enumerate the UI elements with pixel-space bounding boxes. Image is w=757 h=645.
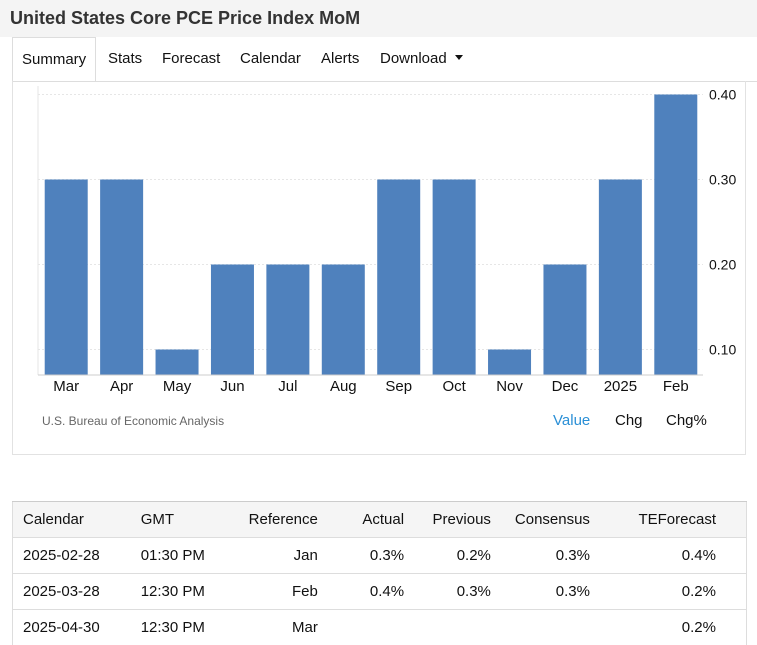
x-tick-label: Aug — [330, 378, 357, 395]
cell-teforecast: 0.4% — [590, 538, 747, 574]
x-tick-label: Mar — [53, 378, 79, 395]
y-tick-label: 0.30 — [709, 172, 736, 188]
y-tick-label: 0.20 — [709, 257, 736, 273]
x-tick-label: Oct — [442, 378, 466, 395]
col-calendar: Calendar — [13, 502, 141, 538]
cell-gmt: 01:30 PM — [141, 538, 239, 574]
bar[interactable] — [45, 180, 88, 376]
col-consensus: Consensus — [491, 502, 590, 538]
bar[interactable] — [599, 180, 642, 376]
x-tick-label: Sep — [385, 378, 412, 395]
bar[interactable] — [266, 265, 309, 376]
col-actual: Actual — [318, 502, 404, 538]
cell-reference: Mar — [238, 610, 318, 645]
y-tick-label: 0.40 — [709, 87, 736, 103]
bar[interactable] — [488, 350, 531, 376]
mode-chg-button[interactable]: Chg — [615, 412, 643, 429]
bar[interactable] — [211, 265, 254, 376]
table-header-row: Calendar GMT Reference Actual Previous C… — [13, 502, 747, 538]
chart-source: U.S. Bureau of Economic Analysis — [42, 414, 224, 428]
cell-reference: Feb — [238, 574, 318, 610]
y-tick-label: 0.10 — [709, 342, 736, 358]
mode-value-button[interactable]: Value — [553, 412, 590, 429]
cell-actual: 0.4% — [318, 574, 404, 610]
cell-teforecast: 0.2% — [590, 574, 747, 610]
cell-previous: 0.2% — [404, 538, 491, 574]
table-row: 2025-04-30 12:30 PM Mar 0.2% — [13, 610, 747, 645]
bar[interactable] — [100, 180, 143, 376]
col-gmt: GMT — [141, 502, 239, 538]
x-tick-label: Jul — [278, 378, 297, 395]
cell-consensus: 0.3% — [491, 574, 590, 610]
x-tick-label: Dec — [552, 378, 579, 395]
table-row: 2025-03-28 12:30 PM Feb 0.4% 0.3% 0.3% 0… — [13, 574, 747, 610]
col-reference: Reference — [238, 502, 318, 538]
bar[interactable] — [433, 180, 476, 376]
cell-calendar: 2025-02-28 — [13, 538, 141, 574]
x-tick-label: Apr — [110, 378, 133, 395]
cell-actual: 0.3% — [318, 538, 404, 574]
x-tick-label: Feb — [663, 378, 689, 395]
cell-gmt: 12:30 PM — [141, 574, 239, 610]
cell-actual — [318, 610, 404, 645]
cell-teforecast: 0.2% — [590, 610, 747, 645]
col-teforecast: TEForecast — [590, 502, 747, 538]
calendar-table: Calendar GMT Reference Actual Previous C… — [12, 501, 747, 645]
bar[interactable] — [654, 95, 697, 376]
mode-chgpct-button[interactable]: Chg% — [666, 412, 707, 429]
cell-calendar: 2025-03-28 — [13, 574, 141, 610]
bar[interactable] — [322, 265, 365, 376]
x-tick-label: Nov — [496, 378, 523, 395]
cell-calendar: 2025-04-30 — [13, 610, 141, 645]
col-previous: Previous — [404, 502, 491, 538]
cell-gmt: 12:30 PM — [141, 610, 239, 645]
x-tick-label: Jun — [220, 378, 244, 395]
cell-previous — [404, 610, 491, 645]
x-tick-label: 2025 — [604, 378, 637, 395]
cell-reference: Jan — [238, 538, 318, 574]
cell-consensus — [491, 610, 590, 645]
cell-consensus: 0.3% — [491, 538, 590, 574]
bar[interactable] — [156, 350, 199, 376]
x-tick-label: May — [163, 378, 192, 395]
bar[interactable] — [377, 180, 420, 376]
table-row: 2025-02-28 01:30 PM Jan 0.3% 0.2% 0.3% 0… — [13, 538, 747, 574]
cell-previous: 0.3% — [404, 574, 491, 610]
bar[interactable] — [543, 265, 586, 376]
